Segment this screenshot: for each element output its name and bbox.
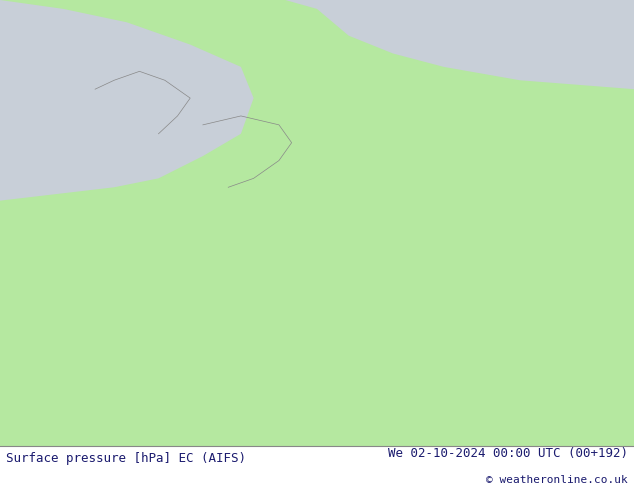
Text: Surface pressure [hPa] EC (AIFS): Surface pressure [hPa] EC (AIFS)	[6, 452, 247, 465]
Text: We 02-10-2024 00:00 UTC (00+192): We 02-10-2024 00:00 UTC (00+192)	[387, 447, 628, 460]
Text: © weatheronline.co.uk: © weatheronline.co.uk	[486, 475, 628, 485]
